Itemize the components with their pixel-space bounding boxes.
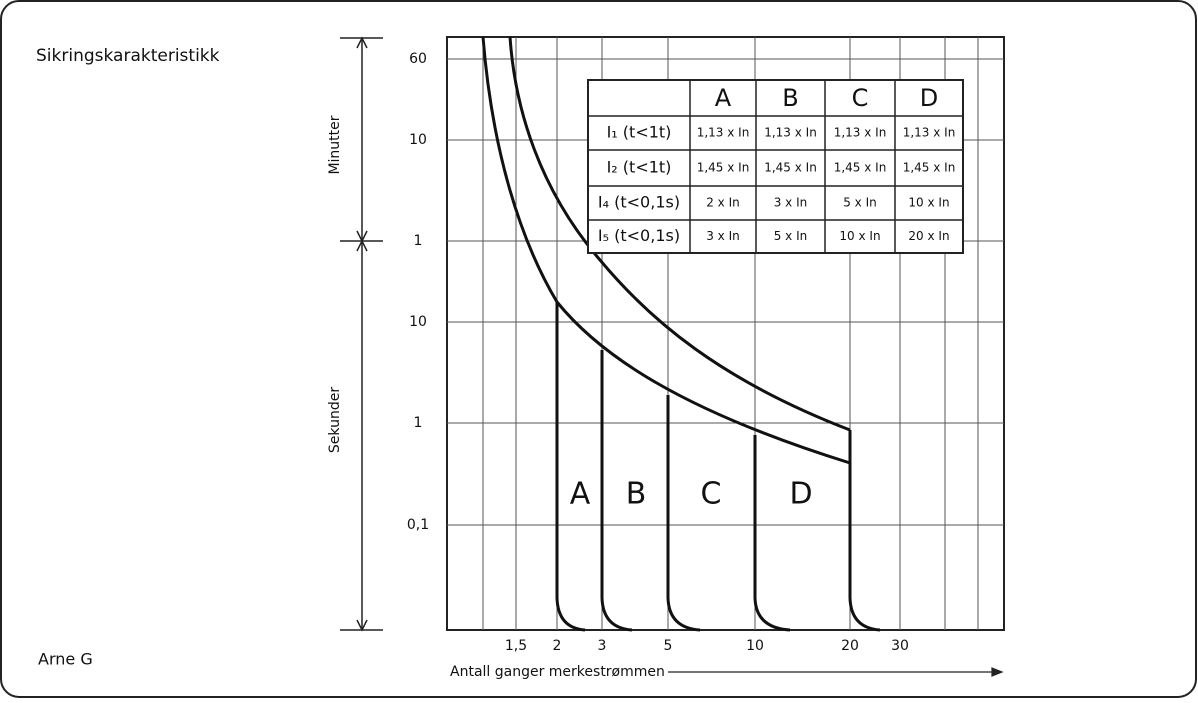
x-tick-label: 2 <box>553 638 562 654</box>
table-cell: I₁ (t<1t) <box>607 123 672 142</box>
table-cell: 1,45 x In <box>697 161 750 175</box>
plot-frame <box>446 36 1005 631</box>
curve-label: D <box>789 477 812 512</box>
y-tick-label: 60 <box>409 51 427 67</box>
x-axis-arrow <box>668 667 1004 677</box>
table-cell: I₂ (t<1t) <box>607 158 672 177</box>
table: A B C D I₁ (t<1t) 1,13 x In 1,13 x In 1,13 x In… <box>587 79 964 254</box>
y-tick-label: 1 <box>414 233 423 249</box>
author: Arne G <box>38 650 93 669</box>
table-cell: 1,13 x In <box>834 126 887 140</box>
time-bracket <box>340 36 383 632</box>
table-cell: 5 x In <box>774 229 808 243</box>
table-cell: 20 x In <box>908 229 949 243</box>
x-tick-label: 1,5 <box>505 638 527 654</box>
table-header: A <box>715 84 732 112</box>
seconds-label: Sekunder <box>327 387 343 453</box>
curve-label: B <box>626 477 647 512</box>
curve-label: C <box>701 477 722 512</box>
table-cell: 2 x In <box>706 196 740 210</box>
title: Sikringskarakteristikk <box>36 46 220 66</box>
table-cell: I₅ (t<0,1s) <box>598 226 680 245</box>
table-cell: 1,45 x In <box>764 161 817 175</box>
table-cell: I₄ (t<0,1s) <box>598 193 680 212</box>
table-header: C <box>852 84 869 112</box>
table-background <box>587 79 964 254</box>
x-tick-label: 20 <box>841 638 859 654</box>
table-cell: 5 x In <box>843 196 877 210</box>
curves <box>481 36 881 632</box>
table-cell: 10 x In <box>908 196 949 210</box>
y-tick-label: 10 <box>409 314 427 330</box>
x-axis-label: Antall ganger merkestrømmen <box>450 664 665 680</box>
table-cell: 1,45 x In <box>903 161 956 175</box>
x-tick-label: 3 <box>598 638 607 654</box>
y-tick-label: 0,1 <box>407 517 429 533</box>
x-tick-label: 30 <box>891 638 909 654</box>
table-cell: 3 x In <box>706 229 740 243</box>
x-tick-label: 5 <box>664 638 673 654</box>
table-cell: 10 x In <box>839 229 880 243</box>
minutes-label: Minutter <box>327 115 343 174</box>
table-cell: 3 x In <box>774 196 808 210</box>
table-header: D <box>920 84 938 112</box>
table-cell: 1,13 x In <box>903 126 956 140</box>
y-tick-label: 1 <box>414 415 423 431</box>
table-cell: 1,13 x In <box>764 126 817 140</box>
table-header: B <box>782 84 798 112</box>
table-cell: 1,45 x In <box>834 161 887 175</box>
x-tick-label: 10 <box>746 638 764 654</box>
curve-label: A <box>570 477 591 512</box>
y-tick-label: 10 <box>409 132 427 148</box>
table-cell: 1,13 x In <box>697 126 750 140</box>
